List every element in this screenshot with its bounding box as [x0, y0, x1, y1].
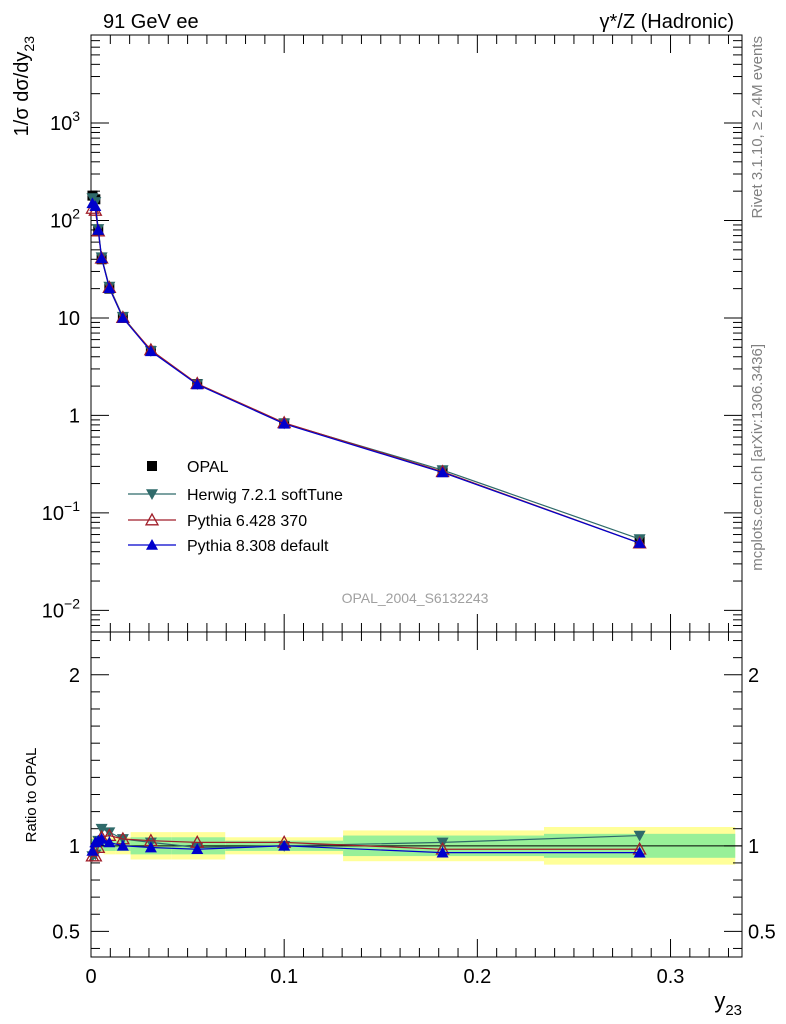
ratio-y-axis-title: Ratio to OPAL [23, 748, 40, 843]
main-y-tick-label: 10−1 [42, 498, 80, 525]
legend-entry-1: Herwig 7.2.1 softTune [128, 487, 343, 504]
data-point [144, 345, 157, 357]
main-series-0 [87, 190, 645, 546]
watermark-label: OPAL_2004_S6132243 [342, 590, 489, 606]
rivet-version-label: Rivet 3.1.10, ≥ 2.4M events [749, 36, 766, 219]
x-axis-title: y23 [714, 988, 742, 1019]
main-y-tick-label: 10−2 [42, 595, 80, 622]
ratio-plot-panel: 0.5 0.5 1 1 2 2 0 0.1 0.2 0.3 Ratio to OPAL y23 [23, 631, 776, 1019]
main-y-tick-label: 103 [50, 108, 80, 135]
main-series-group [85, 190, 647, 549]
data-point [116, 839, 129, 851]
ratio-y-ticks: 0.5 0.5 1 1 2 2 [52, 640, 776, 949]
data-point [436, 846, 449, 858]
legend-label: Herwig 7.2.1 softTune [187, 487, 343, 504]
data-point [103, 827, 116, 839]
series-line [92, 834, 640, 857]
legend: OPAL Herwig 7.2.1 softTune Pythia 6.428 37… [128, 459, 343, 555]
legend-marker [146, 539, 158, 550]
ratio-plot-frame [90, 631, 743, 958]
header-left-title: 91 GeV ee [103, 11, 199, 33]
main-series-1 [86, 193, 646, 545]
x-tick-label: 0.2 [463, 966, 491, 988]
main-y-axis-label: 1/σ dσ/dy23 [11, 36, 37, 137]
series-line [92, 207, 640, 544]
x-tick-label: 0.3 [657, 966, 685, 988]
data-point [103, 282, 116, 294]
main-plot-panel: 10−2 10−1 1 10 102 103 1/σ dσ/dy23 OPAL_2004_… [11, 34, 743, 633]
data-point [89, 200, 102, 212]
legend-marker [147, 461, 157, 471]
ratio-y-tick-label-right: 0.5 [748, 921, 776, 943]
data-point [191, 843, 204, 855]
data-point [191, 378, 204, 390]
legend-label: OPAL [187, 459, 229, 476]
x-tick-label: 0 [85, 966, 96, 988]
data-point [278, 839, 291, 851]
data-point [633, 846, 646, 858]
main-y-tick-label: 102 [50, 205, 80, 232]
data-point [278, 417, 291, 429]
data-point [116, 311, 129, 323]
data-point [95, 832, 108, 844]
data-point [436, 466, 449, 478]
ratio-y-tick-label-right: 1 [748, 836, 759, 858]
data-point [103, 836, 116, 848]
ratio-y-tick-label: 0.5 [52, 921, 80, 943]
x-tick-label: 0.1 [270, 966, 298, 988]
ratio-x-ticks: 0 0.1 0.2 0.3 [85, 632, 729, 988]
main-y-tick-label: 1 [69, 405, 80, 427]
main-series-2 [85, 201, 647, 549]
data-point [633, 537, 646, 548]
main-series-3 [86, 197, 646, 548]
data-point [92, 223, 105, 235]
ratio-series-2 [86, 832, 646, 858]
data-point [86, 844, 99, 856]
main-y-ticks: 10−2 10−1 1 10 102 103 [42, 34, 742, 633]
header-right-title: γ*/Z (Hadronic) [600, 11, 734, 33]
ratio-y-tick-label: 1 [69, 836, 80, 858]
ratio-series-group [85, 823, 647, 863]
main-x-ticks [90, 35, 729, 632]
ratio-x-axis-label: y23 [714, 988, 742, 1019]
data-point [633, 830, 646, 842]
legend-marker [144, 512, 160, 526]
ratio-y-axis-label: Ratio to OPAL [23, 748, 40, 843]
mcplots-citation-label: mcplots.cern.ch [arXiv:1306.3436] [749, 344, 766, 571]
ratio-y-tick-label-right: 2 [748, 665, 759, 687]
series-line [92, 202, 640, 544]
legend-entry-3: Pythia 8.308 default [128, 538, 329, 555]
data-point [144, 841, 157, 853]
legend-label: Pythia 8.308 default [187, 538, 329, 555]
legend-entry-0: OPAL [147, 459, 229, 476]
data-point [95, 252, 108, 264]
legend-marker [146, 489, 158, 500]
main-y-axis-title: 1/σ dσ/dy23 [11, 36, 37, 137]
ratio-y-tick-label: 2 [69, 665, 80, 687]
legend-entry-2: Pythia 6.428 370 [128, 512, 307, 530]
legend-label: Pythia 6.428 370 [187, 513, 307, 530]
data-point [95, 823, 108, 835]
main-y-tick-label: 10 [58, 308, 80, 330]
